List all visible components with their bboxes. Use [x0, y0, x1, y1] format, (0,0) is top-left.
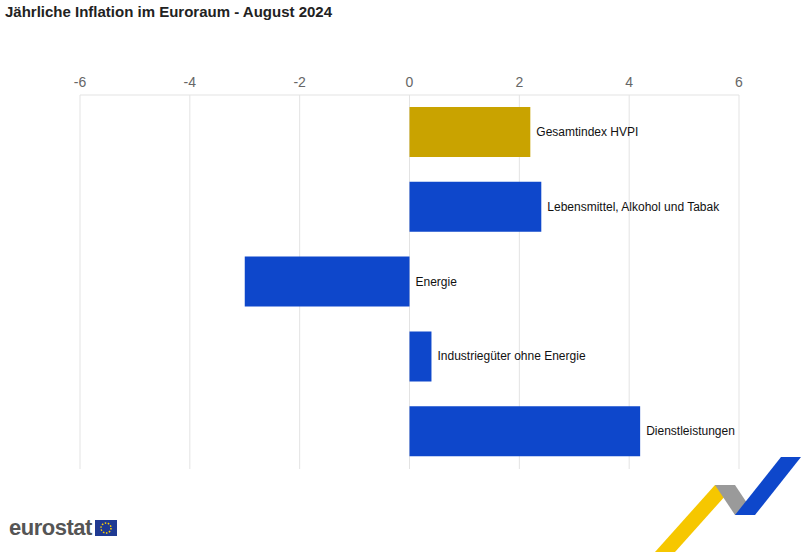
html-text:eurostat: eurostat	[9, 515, 92, 540]
svg-text:4: 4	[625, 74, 633, 90]
svg-text:-2: -2	[293, 74, 306, 90]
svg-text:0: 0	[406, 74, 414, 90]
svg-text:6: 6	[735, 74, 743, 90]
svg-text:Gesamtindex HVPI: Gesamtindex HVPI	[536, 125, 638, 139]
svg-text:-6: -6	[74, 74, 87, 90]
svg-text:-4: -4	[184, 74, 197, 90]
html-text:Jährliche Inflation im Eurorau: Jährliche Inflation im Euroraum - August…	[5, 3, 332, 20]
svg-text:Industriegüter ohne Energie: Industriegüter ohne Energie	[437, 349, 585, 363]
svg-text:Dienstleistungen: Dienstleistungen	[646, 424, 735, 438]
svg-text:2: 2	[515, 74, 523, 90]
svg-text:Energie: Energie	[416, 275, 458, 289]
svg-text:Lebensmittel, Alkohol und Taba: Lebensmittel, Alkohol und Tabak	[547, 200, 720, 214]
